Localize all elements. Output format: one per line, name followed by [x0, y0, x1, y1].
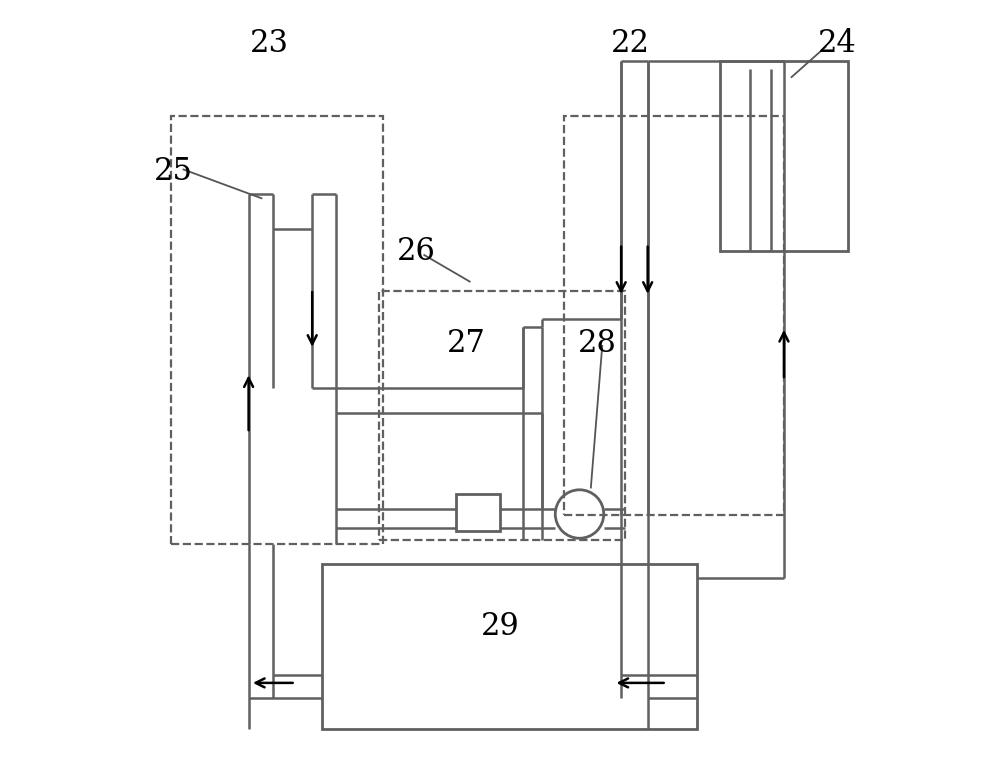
Text: 28: 28 — [577, 328, 616, 359]
Bar — [171, 116, 383, 544]
Text: 23: 23 — [250, 27, 289, 59]
Bar — [564, 116, 784, 515]
Text: 24: 24 — [818, 27, 856, 59]
Text: 27: 27 — [446, 328, 485, 359]
Bar — [379, 290, 625, 540]
Text: 25: 25 — [153, 157, 192, 187]
Text: 22: 22 — [611, 27, 650, 59]
Bar — [322, 564, 697, 729]
Bar — [456, 493, 500, 531]
Text: 26: 26 — [397, 236, 436, 267]
Text: 29: 29 — [481, 610, 519, 641]
Bar — [720, 62, 848, 251]
